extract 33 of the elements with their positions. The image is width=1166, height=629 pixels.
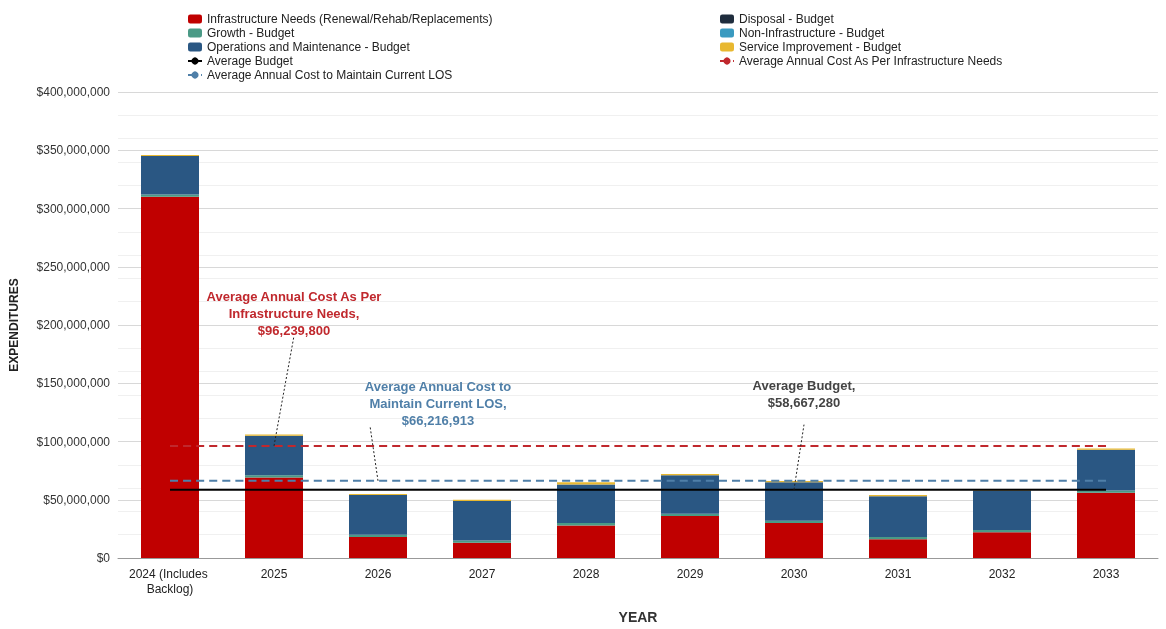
legend-label: Average Annual Cost to Maintain Current LOS bbox=[207, 68, 453, 82]
x-tick-label: 2031 bbox=[884, 566, 912, 581]
x-tick-label: 2029 bbox=[676, 566, 704, 581]
y-tick-label: $150,000,000 bbox=[36, 376, 111, 391]
y-tick-label: $100,000,000 bbox=[36, 434, 111, 449]
legend-label: Growth - Budget bbox=[207, 26, 296, 40]
annotation: Average Budget, $58,667,280 bbox=[752, 377, 856, 410]
legend-label: Service Improvement - Budget bbox=[739, 40, 902, 54]
annotation: Average Annual Cost to Maintain Current LOS, $66,216,913 bbox=[364, 378, 512, 428]
x-tick-label: 2025 bbox=[260, 566, 288, 581]
x-axis-title: YEAR bbox=[618, 609, 658, 625]
legend-label: Non-Infrastructure - Budget bbox=[739, 26, 886, 40]
y-tick-label: $200,000,000 bbox=[36, 318, 111, 332]
y-tick-label: $400,000,000 bbox=[36, 85, 111, 99]
y-tick-label: $250,000,000 bbox=[36, 259, 111, 274]
legend-label: Average Annual Cost As Per Infrastructure Needs bbox=[739, 54, 1003, 68]
x-tick-label: 2032 bbox=[988, 566, 1016, 581]
y-tick-label: $0 bbox=[96, 551, 111, 565]
legend-label: Operations and Maintenance - Budget bbox=[207, 40, 411, 54]
y-tick-label: $50,000,000 bbox=[43, 492, 111, 507]
legend-label: Disposal - Budget bbox=[739, 12, 835, 26]
legend-label: Average Budget bbox=[207, 54, 294, 68]
x-tick-label: 2024 (Includes Backlog) bbox=[128, 566, 212, 596]
annotation: Average Annual Cost As Per Infrastructure Needs, $96,239,800 bbox=[206, 288, 382, 338]
x-tick-label: 2030 bbox=[780, 566, 808, 581]
y-axis-title: EXPENDITURES bbox=[7, 278, 21, 372]
x-tick-label: 2033 bbox=[1092, 566, 1120, 581]
x-tick-label: 2027 bbox=[468, 566, 496, 581]
y-tick-label: $350,000,000 bbox=[36, 143, 111, 158]
y-tick-label: $300,000,000 bbox=[36, 201, 111, 216]
legend-label: Infrastructure Needs (Renewal/Rehab/Replacements) bbox=[207, 12, 493, 26]
x-tick-label: 2026 bbox=[364, 566, 392, 581]
x-tick-label: 2028 bbox=[572, 566, 600, 581]
